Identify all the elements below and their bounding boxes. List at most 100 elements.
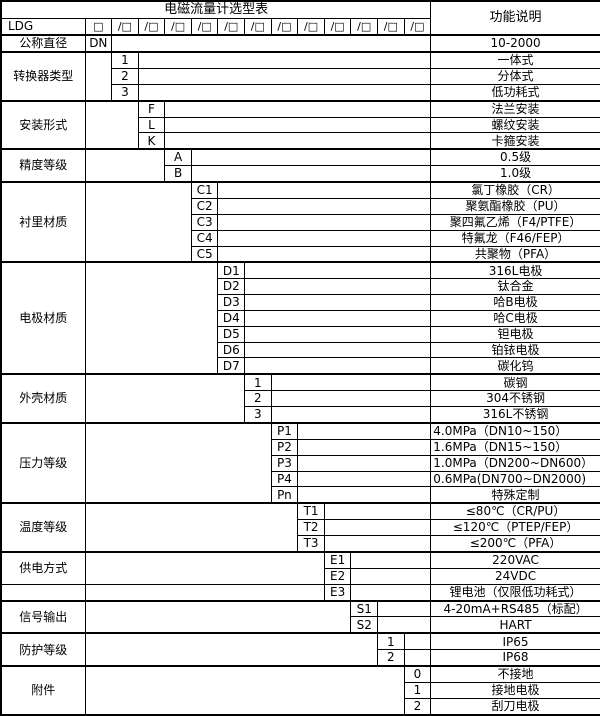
model-slot: /□ bbox=[217, 18, 246, 36]
blank-cell bbox=[164, 116, 432, 134]
desc-cell: 不接地 bbox=[430, 665, 600, 684]
section-label-temperature: 温度等级 bbox=[0, 502, 86, 553]
blank-cell bbox=[84, 51, 113, 102]
blank-cell bbox=[270, 390, 432, 408]
desc-cell: 聚四氟乙烯（F4/PTFE） bbox=[430, 213, 600, 231]
desc-cell: 0.5级 bbox=[430, 148, 600, 167]
desc-cell: 锂电池（仅限低功耗式） bbox=[430, 583, 600, 602]
code-cell: T3 bbox=[297, 535, 325, 553]
section-label-converter: 转换器类型 bbox=[0, 51, 86, 102]
blank-cell bbox=[164, 99, 432, 118]
code-cell: 1 bbox=[111, 50, 139, 69]
desc-cell: 1.0MPa（DN200~DN600） bbox=[430, 454, 600, 472]
code-cell: E2 bbox=[323, 567, 352, 585]
desc-cell: 特殊定制 bbox=[430, 486, 600, 504]
desc-cell: 哈B电极 bbox=[430, 294, 600, 311]
desc-cell: 螺纹安装 bbox=[430, 116, 600, 134]
code-cell: E1 bbox=[323, 550, 352, 569]
code-cell: P2 bbox=[270, 438, 299, 456]
desc-cell: 1.6MPa（DN15~150） bbox=[430, 438, 600, 456]
blank-cell bbox=[244, 294, 432, 311]
blank-cell bbox=[350, 583, 432, 602]
blank-cell bbox=[350, 567, 432, 585]
code-cell: 2 bbox=[377, 649, 405, 667]
blank-cell bbox=[84, 599, 352, 634]
code-cell: C5 bbox=[190, 245, 219, 263]
desc-cell: 碳化钨 bbox=[430, 357, 600, 375]
code-cell: P1 bbox=[270, 421, 299, 440]
model-slot: /□ bbox=[111, 18, 139, 36]
blank-cell bbox=[297, 454, 432, 472]
code-cell: C3 bbox=[190, 213, 219, 231]
section-label-diameter: 公称直径 bbox=[0, 34, 86, 53]
section-label-pressure: 压力等级 bbox=[0, 421, 86, 504]
desc-cell: 4.0MPa（DN10~150） bbox=[430, 421, 600, 440]
blank-cell bbox=[84, 181, 192, 263]
blank-cell bbox=[403, 649, 432, 667]
blank-cell bbox=[84, 261, 219, 375]
desc-cell: 碳钢 bbox=[430, 373, 600, 392]
model-slot: /□ bbox=[403, 18, 432, 36]
code-cell: C1 bbox=[190, 181, 219, 200]
code-cell: K bbox=[137, 132, 166, 150]
blank-cell bbox=[244, 309, 432, 327]
blank-cell bbox=[137, 50, 432, 69]
desc-cell: 哈C电极 bbox=[430, 309, 600, 327]
code-cell: D1 bbox=[217, 261, 246, 280]
page-title: 电磁流量计选型表 bbox=[0, 0, 432, 20]
model-slot: /□ bbox=[137, 18, 166, 36]
code-cell: E3 bbox=[323, 583, 352, 602]
blank-cell bbox=[244, 341, 432, 359]
code-cell: 2 bbox=[244, 390, 272, 408]
model-slot: /□ bbox=[350, 18, 379, 36]
code-cell: DN bbox=[84, 34, 113, 53]
blank-cell bbox=[217, 181, 432, 200]
blank-cell bbox=[84, 502, 299, 553]
desc-cell: ≤200℃（PFA） bbox=[430, 535, 600, 553]
desc-cell: 钽电极 bbox=[430, 325, 600, 343]
code-cell: 0 bbox=[403, 665, 432, 684]
blank-cell bbox=[84, 665, 405, 716]
section-label-protection: 防护等级 bbox=[0, 632, 86, 667]
desc-cell: 10-2000 bbox=[430, 34, 600, 53]
blank-cell bbox=[84, 148, 166, 183]
blank-cell bbox=[244, 261, 432, 280]
blank-cell bbox=[137, 67, 432, 85]
code-cell: S1 bbox=[350, 599, 379, 618]
desc-cell: 220VAC bbox=[430, 550, 600, 569]
model-slot: /□ bbox=[297, 18, 325, 36]
blank-cell bbox=[297, 486, 432, 504]
blank-cell bbox=[323, 519, 432, 537]
desc-cell: 铂铱电极 bbox=[430, 341, 600, 359]
blank-cell bbox=[350, 550, 432, 569]
blank-cell bbox=[323, 535, 432, 553]
section-label-installation: 安装形式 bbox=[0, 99, 86, 150]
code-cell: 1 bbox=[403, 682, 432, 699]
blank-cell bbox=[84, 583, 325, 602]
blank-cell bbox=[111, 34, 432, 53]
blank-cell bbox=[84, 99, 139, 150]
desc-cell: 钛合金 bbox=[430, 278, 600, 296]
desc-cell: 法兰安装 bbox=[430, 99, 600, 118]
desc-cell: 氯丁橡胶（CR） bbox=[430, 181, 600, 200]
code-cell: 2 bbox=[403, 697, 432, 716]
section-label-accessory: 附件 bbox=[0, 665, 86, 716]
blank-cell bbox=[217, 245, 432, 263]
code-cell: 3 bbox=[111, 83, 139, 102]
code-cell: P4 bbox=[270, 470, 299, 488]
desc-cell: ≤120℃（PTEP/FEP） bbox=[430, 519, 600, 537]
section-label-power: 供电方式 bbox=[0, 550, 86, 585]
desc-cell: 24VDC bbox=[430, 567, 600, 585]
desc-cell: 316L不锈钢 bbox=[430, 406, 600, 424]
desc-cell: 特氟龙（F46/FEP） bbox=[430, 229, 600, 247]
blank-cell bbox=[217, 213, 432, 231]
blank-cell bbox=[403, 632, 432, 651]
desc-cell: 4-20mA+RS485（标配） bbox=[430, 599, 600, 618]
section-label-lining: 衬里材质 bbox=[0, 181, 86, 263]
model-box: □ bbox=[84, 18, 113, 36]
model-slot: /□ bbox=[190, 18, 219, 36]
desc-cell: 共聚物（PFA） bbox=[430, 245, 600, 263]
blank-cell bbox=[297, 470, 432, 488]
model-prefix: LDG bbox=[0, 18, 86, 36]
